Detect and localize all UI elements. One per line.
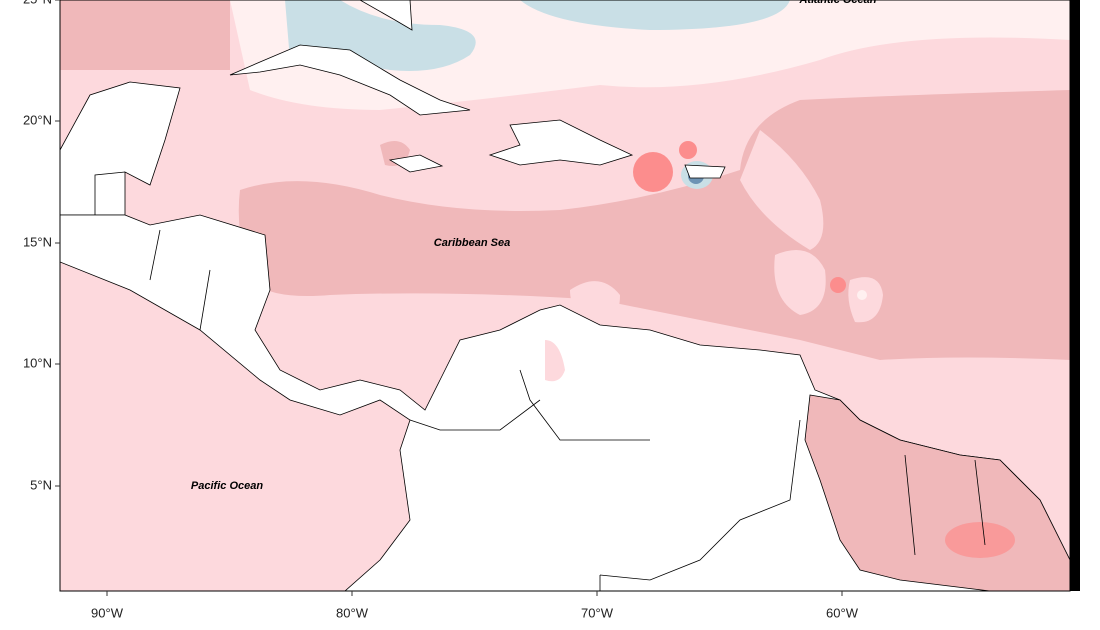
map-area — [60, 0, 1070, 591]
sea-label: Pacific Ocean — [191, 480, 263, 492]
contour — [60, 0, 230, 70]
lon-label: 70°W — [581, 605, 614, 620]
contour — [520, 0, 790, 30]
lon-label: 60°W — [826, 605, 859, 620]
land — [488, 119, 634, 166]
lon-label: 80°W — [336, 605, 369, 620]
sea-label: Caribbean Sea — [434, 237, 510, 249]
contour — [679, 141, 697, 159]
edge — [1070, 0, 1080, 591]
border — [94, 171, 986, 591]
land — [359, 0, 413, 31]
lon-label: 90°W — [91, 605, 124, 620]
contour — [740, 130, 824, 250]
contour — [570, 281, 620, 325]
contour — [633, 152, 673, 192]
sea-label: Atlantic Ocean — [798, 0, 876, 6]
lat-label: 25°N — [23, 0, 52, 6]
lat-label: 10°N — [23, 355, 52, 370]
lat-label: 20°N — [23, 112, 52, 127]
contour — [848, 277, 883, 323]
land — [229, 44, 471, 116]
contour — [945, 522, 1015, 558]
lat-label: 15°N — [23, 234, 52, 249]
land — [60, 214, 1070, 591]
land — [388, 154, 444, 173]
land — [684, 164, 726, 179]
contour — [774, 250, 826, 315]
contour — [545, 340, 565, 382]
contour — [830, 277, 846, 293]
lat-label: 5°N — [30, 477, 52, 492]
contour — [857, 290, 867, 300]
